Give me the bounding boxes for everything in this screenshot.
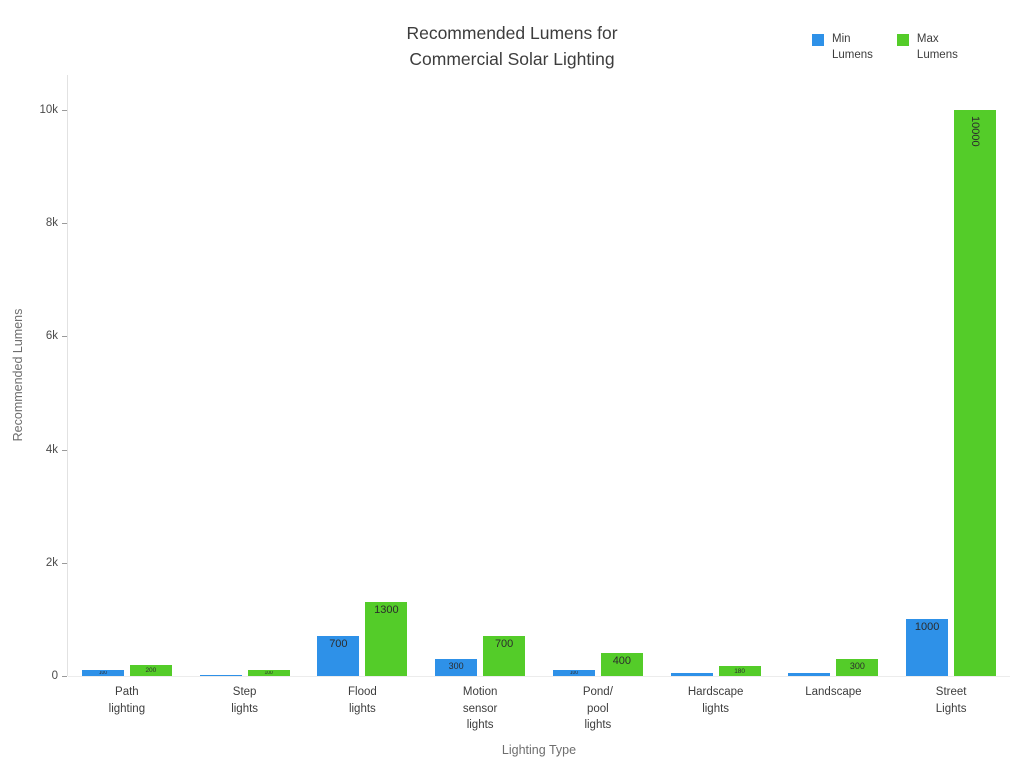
x-tick-label: Flood lights	[347, 686, 377, 715]
y-tick-mark	[62, 676, 67, 677]
y-tick-label: 8k	[45, 217, 58, 230]
legend-label: Max Lumens	[916, 33, 958, 61]
legend-item-max[interactable]: Max Lumens	[896, 32, 958, 63]
bar-min[interactable]	[670, 673, 713, 676]
y-axis-line	[67, 75, 68, 676]
x-tick-label: Landscape	[805, 686, 862, 698]
y-tick-mark	[62, 110, 67, 111]
bar-group: 300 700	[421, 110, 539, 676]
x-tick-label: Hardscape lights	[687, 686, 744, 715]
bar-value-label: 300	[849, 661, 865, 672]
bar-group: 100 400	[539, 110, 657, 676]
bar-value-label: 300	[448, 661, 464, 672]
x-tick-label: Motion sensor lights	[462, 686, 498, 732]
x-axis-line	[68, 676, 1010, 677]
bar-group: 100	[186, 110, 304, 676]
bar-min[interactable]	[199, 674, 242, 676]
chart-title: Recommended Lumens for Commercial Solar …	[406, 23, 618, 70]
x-tick-label: Path lighting	[108, 686, 146, 715]
bar-value-label: 1300	[374, 604, 399, 617]
bar-max[interactable]: 10000	[954, 110, 997, 676]
bar-value-label: 10000	[969, 116, 982, 147]
legend-swatch	[896, 34, 909, 46]
x-axis-title: Lighting Type	[501, 743, 577, 757]
bar-group: 180	[657, 110, 775, 676]
bar-min[interactable]: 300	[435, 659, 478, 676]
y-tick-label: 6k	[45, 330, 58, 343]
y-tick-label: 2k	[45, 556, 58, 569]
y-axis-title: Recommended Lumens	[11, 308, 25, 442]
bar-group: 100 200	[68, 110, 186, 676]
bar-min[interactable]: 100	[552, 670, 595, 677]
legend-item-min[interactable]: Min Lumens	[812, 32, 873, 63]
bar-value-label: 100	[98, 671, 108, 677]
bar-min[interactable]: 1000	[906, 619, 949, 676]
x-tick-label: Pond/ pool lights	[582, 686, 613, 732]
bar-max[interactable]: 300	[836, 659, 879, 676]
bar-max[interactable]: 400	[600, 653, 643, 676]
bar-group: 1000 10000	[892, 110, 1010, 676]
legend: Min Lumens Max Lumens	[812, 32, 958, 63]
bar-value-label: 400	[612, 655, 632, 668]
bar-max[interactable]: 1300	[365, 602, 408, 676]
legend-label: Min Lumens	[832, 33, 873, 61]
bar-group: 700 1300	[304, 110, 422, 676]
bar-value-label: 1000	[914, 621, 940, 634]
y-tick-label: 0	[51, 670, 58, 682]
bar-max[interactable]: 100	[247, 670, 290, 677]
x-tick-label: Step lights	[231, 686, 259, 715]
bar-min[interactable]: 700	[317, 636, 360, 676]
bar-value-label: 100	[264, 671, 273, 677]
y-tick-mark	[62, 336, 67, 338]
y-tick-mark	[62, 562, 67, 564]
bar-value-label: 200	[145, 666, 157, 674]
bar-value-label: 100	[569, 671, 579, 677]
bar-value-label: 700	[329, 638, 348, 651]
y-tick-mark	[62, 449, 67, 451]
bar-max[interactable]: 180	[718, 665, 761, 676]
bar-max[interactable]: 700	[483, 636, 526, 676]
bar-value-label: 180	[734, 667, 746, 675]
y-tick-mark	[62, 223, 67, 225]
x-tick-label: Street Lights	[935, 686, 967, 715]
bar-min[interactable]	[788, 673, 831, 676]
bar-value-label: 700	[494, 638, 514, 651]
legend-swatch	[812, 34, 824, 46]
y-tick-label: 4k	[45, 443, 58, 456]
y-tick-label: 10k	[39, 104, 58, 116]
bar-max[interactable]: 200	[129, 664, 172, 676]
bar-group: 300	[775, 110, 893, 676]
bar-min[interactable]: 100	[81, 670, 124, 677]
